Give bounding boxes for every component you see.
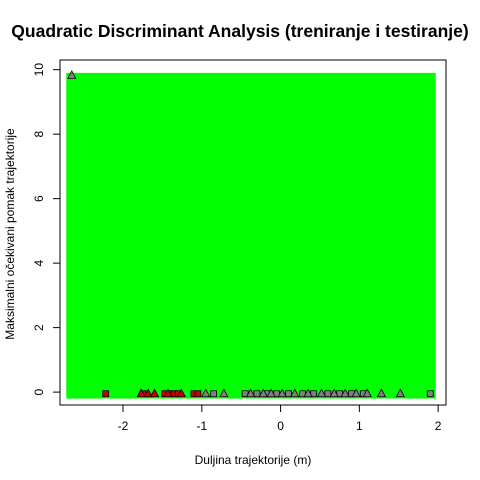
data-point-square xyxy=(253,390,261,398)
decision-region xyxy=(66,72,436,399)
y-tick-label: 0 xyxy=(32,388,46,395)
data-point-triangle xyxy=(176,388,186,398)
data-point-triangle xyxy=(362,388,372,398)
chart-title: Quadratic Discriminant Analysis (trenira… xyxy=(11,21,468,41)
data-point-triangle xyxy=(219,388,229,398)
data-point-square xyxy=(426,390,434,398)
data-point-square xyxy=(285,390,292,398)
data-point-square xyxy=(210,390,218,398)
data-point-triangle xyxy=(351,388,361,398)
y-tick-label: 6 xyxy=(32,195,46,202)
y-tick-label: 2 xyxy=(32,324,46,331)
plot-area: -2 -1 0 1 2 0 2 4 6 8 10 xyxy=(32,59,447,433)
y-tick-label: 8 xyxy=(32,131,46,138)
x-tick-label: -1 xyxy=(196,419,207,433)
data-point-triangle xyxy=(329,388,339,398)
x-axis-label: Duljina trajektorije (m) xyxy=(195,453,312,467)
data-point-triangle xyxy=(201,388,211,398)
data-point-triangle xyxy=(303,388,313,398)
data-point-triangle xyxy=(290,388,300,398)
data-point-triangle xyxy=(67,70,77,79)
data-point-triangle xyxy=(163,388,173,398)
data-point-triangle xyxy=(258,388,268,398)
data-point-triangle xyxy=(316,388,327,398)
x-tick-label: -2 xyxy=(118,419,129,433)
data-point-triangle xyxy=(136,388,146,398)
data-point-square xyxy=(324,390,332,398)
y-tick-label: 4 xyxy=(32,259,46,266)
x-tick-label: 1 xyxy=(356,419,363,433)
data-point-triangle xyxy=(340,388,350,398)
data-point-triangle xyxy=(277,388,287,398)
data-point-square xyxy=(194,390,202,398)
y-axis-label: Maksimalni očekivani pomak trajektorije xyxy=(3,128,17,340)
x-tick-label: 2 xyxy=(435,419,442,433)
y-tick-label: 10 xyxy=(32,63,46,77)
data-point-triangle xyxy=(143,388,153,398)
data-point-triangle xyxy=(376,388,387,398)
data-point-triangle xyxy=(245,388,256,398)
data-point-triangle xyxy=(395,388,405,398)
data-point-square xyxy=(102,390,110,398)
data-point-triangle xyxy=(266,388,276,398)
data-point-triangle xyxy=(149,388,160,398)
x-tick-label: 0 xyxy=(277,419,284,433)
